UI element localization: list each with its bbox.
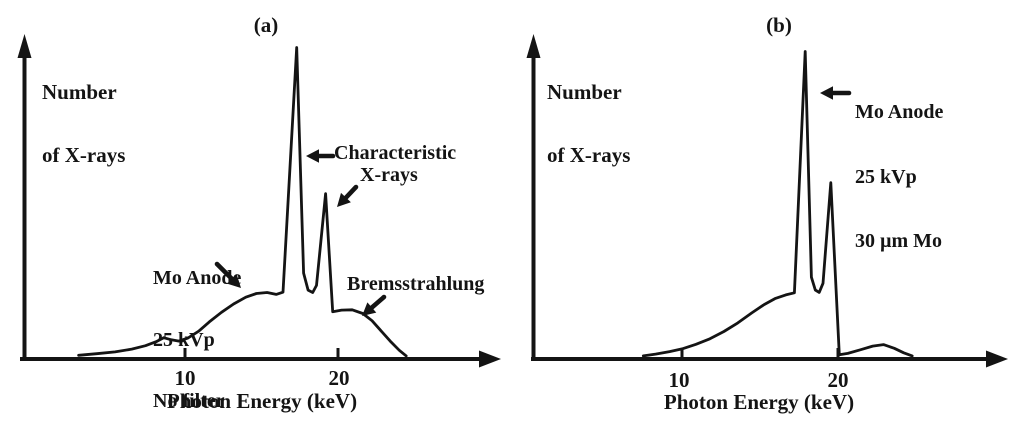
spectrum-curve-b	[641, 50, 914, 358]
y-axis-arrowhead-b-icon	[526, 34, 541, 58]
y-axis-label-b-line1: Number	[547, 80, 622, 104]
y-axis-label-a-line2: of X-rays	[42, 143, 126, 167]
mo-anode-arrow-left-icon	[820, 86, 852, 100]
x-tick-label-10-b: 10	[668, 368, 690, 392]
x-tick-label-20-b: 20	[827, 368, 849, 392]
bremsstrahlung-label: Bremsstrahlung	[347, 273, 485, 295]
x-tick-label-10-a: 10	[174, 366, 196, 390]
source-annotation-b-line3: 30 µm Mo	[855, 230, 943, 252]
y-axis-label-b: Number of X-rays	[547, 40, 630, 208]
y-axis-label-a: Number of X-rays	[42, 40, 125, 208]
x-tick-label-20-a: 20	[328, 366, 350, 390]
source-annotation-a-line2: 25 kVp	[153, 328, 215, 351]
panel-b-tag: (b)	[766, 13, 792, 37]
spectrum-curve-a	[77, 46, 408, 358]
source-annotation-a-line3: No filter	[153, 390, 225, 412]
bremsstrahlung-arrow-downleft-icon	[362, 294, 387, 316]
no-filter-arrow-downright-icon	[214, 261, 241, 288]
x-axis-arrowhead-b-icon	[986, 350, 1008, 368]
source-annotation-a: Mo Anode 25 kVp No filter	[153, 227, 241, 434]
x-axis-arrowhead-a-icon	[479, 350, 501, 368]
x-axis-label-a: Photon Energy (keV)	[166, 389, 358, 413]
y-axis-label-b-line2: of X-rays	[547, 143, 631, 167]
x-axis-label-b: Photon Energy (keV)	[663, 390, 855, 414]
characteristic-xrays-label-line1: Characteristic	[334, 142, 457, 164]
source-annotation-b-line2: 25 kVp	[855, 165, 917, 188]
characteristic-arrow-downleft-icon	[337, 184, 359, 207]
characteristic-arrow-left-icon	[306, 149, 336, 163]
annotation-arrows	[214, 86, 852, 316]
y-axis-label-a-line1: Number	[42, 80, 117, 104]
panel-a-tag: (a)	[253, 13, 279, 37]
source-annotation-b-line1: Mo Anode	[855, 101, 944, 123]
source-annotation-b: Mo Anode 25 kVp 30 µm Mo	[855, 59, 943, 296]
source-annotation-a-line1: Mo Anode	[153, 267, 242, 289]
characteristic-xrays-label-line2: X-rays	[360, 164, 418, 186]
panel-a-axes	[17, 34, 501, 368]
y-axis-arrowhead-a-icon	[17, 34, 32, 58]
